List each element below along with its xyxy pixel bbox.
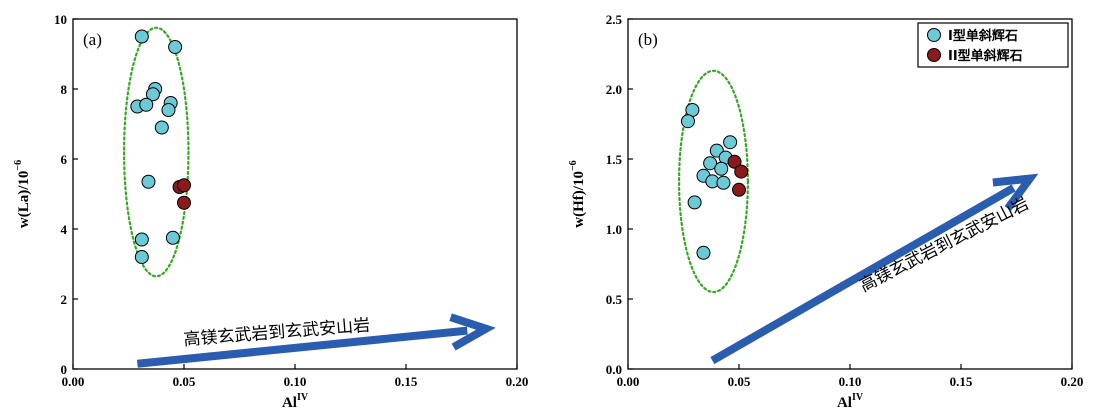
point-type-ii xyxy=(732,182,746,197)
panel-a: 0.00 0.05 0.10 0.15 0.20 0 2 4 6 8 10 AlIV w(La)/10−… xyxy=(13,12,528,411)
legend-marker xyxy=(927,48,941,62)
point-type-i xyxy=(134,250,149,264)
plot-frame xyxy=(72,18,518,370)
x-axis-title-sup: IV xyxy=(852,392,864,403)
y-axis-title-sup: −6 xyxy=(13,160,24,171)
trend-arrow-shaft xyxy=(136,326,468,368)
y-tick-label: 0.0 xyxy=(606,362,622,377)
y-tick-label: 1.5 xyxy=(606,152,623,167)
group-ellipse xyxy=(122,26,190,278)
point-type-ii xyxy=(734,164,749,179)
point-type-i xyxy=(168,40,183,54)
y-axis-title: w(Hf)/10−6 xyxy=(568,160,587,227)
trend-arrow-head xyxy=(449,313,496,351)
x-axis-title: AlIV xyxy=(837,392,864,411)
group-ellipse xyxy=(677,69,749,294)
y-tick-label: 0.5 xyxy=(606,292,623,307)
y-tick-label: 2.5 xyxy=(606,12,623,27)
point-type-ii xyxy=(177,178,191,193)
x-axis-title-sup: IV xyxy=(297,392,309,403)
y-tick-label: 4 xyxy=(61,222,68,237)
panel-label: (a) xyxy=(83,30,102,49)
point-type-i xyxy=(139,97,154,112)
y-tick-label: 8 xyxy=(61,82,68,97)
point-type-ii xyxy=(177,195,191,210)
x-tick-label: 0.15 xyxy=(950,374,973,389)
legend-marker xyxy=(927,28,941,42)
trend-arrow-shaft xyxy=(710,184,1016,365)
point-type-i xyxy=(165,230,180,245)
panel-b: 0.00 0.05 0.10 0.15 0.20 0.0 0.5 1.0 1.5 2.0 2.5 Al… xyxy=(568,12,1083,411)
point-type-i xyxy=(723,135,738,150)
point-type-i xyxy=(134,29,149,44)
point-type-i xyxy=(703,156,718,171)
panel-label: (b) xyxy=(638,30,658,49)
y-axis-title-main: w(La)/10 xyxy=(16,171,32,229)
point-type-ii xyxy=(727,154,742,169)
x-axis-title-main: Al xyxy=(282,395,297,411)
point-type-i xyxy=(154,120,169,135)
x-tick-label: 0.10 xyxy=(284,374,307,389)
point-type-i xyxy=(714,161,729,176)
trend-annotation: 高镁玄武岩到玄武安山岩 xyxy=(857,194,1033,297)
y-tick-label: 6 xyxy=(61,152,68,167)
x-tick-label: 0.05 xyxy=(728,374,751,389)
x-tick-label: 0.00 xyxy=(617,374,640,389)
y-tick-label: 0 xyxy=(61,362,68,377)
point-type-i xyxy=(680,114,695,129)
x-axis-title-main: Al xyxy=(837,395,852,411)
point-type-i xyxy=(687,195,702,210)
legend-label: II型单斜辉石 xyxy=(948,48,1023,64)
x-axis-title: AlIV xyxy=(282,392,309,411)
point-type-i xyxy=(141,174,156,189)
y-tick-label: 2 xyxy=(61,292,68,307)
point-type-i xyxy=(716,175,731,190)
y-axis-title-main: w(Hf)/10 xyxy=(571,171,587,228)
y-tick-label: 1.0 xyxy=(606,222,622,237)
legend-box xyxy=(917,22,1069,68)
y-tick-label: 2.0 xyxy=(606,82,622,97)
y-tick-label: 10 xyxy=(54,12,67,27)
point-type-i xyxy=(161,103,176,117)
x-tick-label: 0.00 xyxy=(62,374,85,389)
y-axis-title: w(La)/10−6 xyxy=(13,160,32,228)
y-axis-title-sup: −6 xyxy=(568,160,579,171)
point-type-i xyxy=(696,245,711,260)
x-tick-label: 0.20 xyxy=(1061,374,1084,389)
point-type-i xyxy=(134,232,149,247)
legend-label: I型单斜辉石 xyxy=(948,28,1018,44)
x-tick-label: 0.05 xyxy=(173,374,196,389)
x-tick-label: 0.20 xyxy=(506,374,529,389)
x-tick-label: 0.15 xyxy=(395,374,418,389)
trend-arrow-head xyxy=(992,173,1039,211)
x-tick-label: 0.10 xyxy=(839,374,862,389)
point-type-i xyxy=(145,87,160,102)
